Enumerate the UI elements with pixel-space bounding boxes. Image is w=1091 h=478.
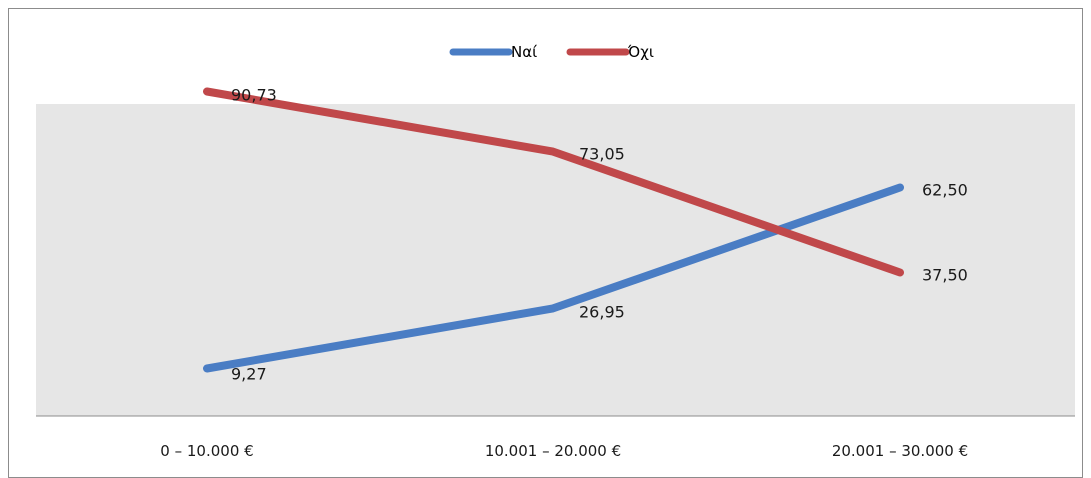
x-tick-label-0: 0 – 10.000 € <box>160 442 253 460</box>
data-label-nai-0: 9,27 <box>231 365 267 384</box>
data-label-ochi-1: 73,05 <box>579 145 625 164</box>
data-label-ochi-2: 37,50 <box>922 266 968 285</box>
x-tick-label-1: 10.001 – 20.000 € <box>485 442 621 460</box>
data-label-ochi-0: 90,73 <box>231 86 277 105</box>
chart-legend: Ναί Όχι <box>453 43 654 61</box>
data-label-nai-1: 26,95 <box>579 302 625 321</box>
x-axis-ticks: 0 – 10.000 € 10.001 – 20.000 € 20.001 – 30… <box>160 442 968 460</box>
legend-label-ochi: Όχι <box>627 43 654 61</box>
x-tick-label-2: 20.001 – 30.000 € <box>832 442 968 460</box>
data-label-nai-2: 62,50 <box>922 181 968 200</box>
legend-label-nai: Ναί <box>511 43 537 61</box>
